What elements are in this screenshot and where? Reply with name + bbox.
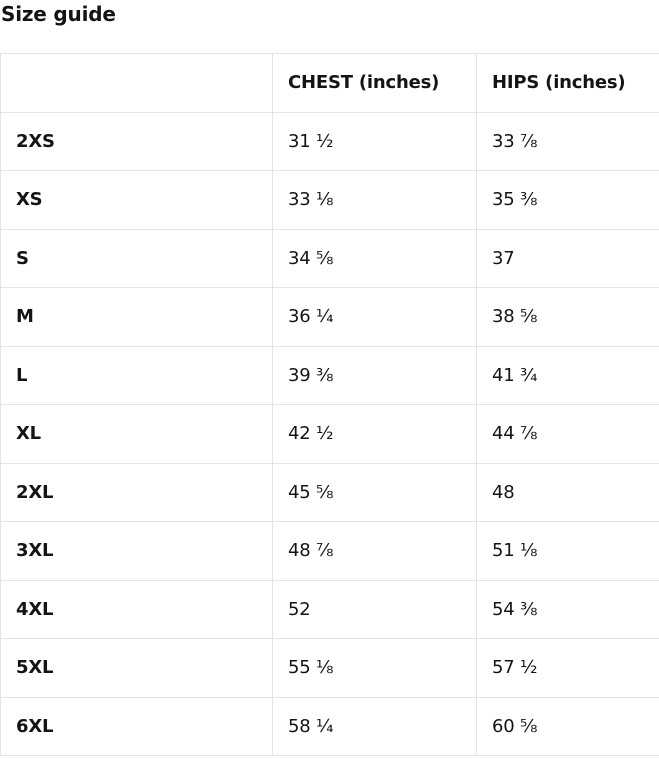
hips-cell: 48	[476, 462, 659, 522]
table-row: 3XL 48 ⅞ 51 ⅛	[0, 521, 659, 581]
column-header-hips: HIPS (inches)	[476, 53, 659, 113]
chest-cell: 58 ¼	[272, 696, 477, 756]
chest-cell: 55 ⅛	[272, 638, 477, 698]
size-cell: 2XL	[0, 462, 273, 522]
column-header-size	[0, 53, 273, 113]
chest-cell: 39 ⅜	[272, 345, 477, 405]
hips-cell: 38 ⅝	[476, 287, 659, 347]
size-cell: 6XL	[0, 696, 273, 756]
size-cell: 4XL	[0, 579, 273, 639]
hips-cell: 33 ⅞	[476, 111, 659, 171]
table-row: XS 33 ⅛ 35 ⅜	[0, 170, 659, 230]
table-row: 5XL 55 ⅛ 57 ½	[0, 638, 659, 698]
size-cell: M	[0, 287, 273, 347]
hips-cell: 41 ¾	[476, 345, 659, 405]
size-cell: XL	[0, 404, 273, 464]
table-row: M 36 ¼ 38 ⅝	[0, 287, 659, 347]
size-cell: 2XS	[0, 111, 273, 171]
table-row: 4XL 52 54 ⅜	[0, 579, 659, 639]
size-cell: S	[0, 228, 273, 288]
table-header: CHEST (inches) HIPS (inches)	[0, 53, 659, 113]
hips-cell: 51 ⅛	[476, 521, 659, 581]
chest-cell: 52	[272, 579, 477, 639]
table-row: 6XL 58 ¼ 60 ⅝	[0, 696, 659, 756]
table-row: S 34 ⅝ 37	[0, 228, 659, 288]
hips-cell: 57 ½	[476, 638, 659, 698]
chest-cell: 48 ⅞	[272, 521, 477, 581]
table-row: XL 42 ½ 44 ⅞	[0, 404, 659, 464]
column-header-chest: CHEST (inches)	[272, 53, 477, 113]
hips-cell: 35 ⅜	[476, 170, 659, 230]
size-guide-table: CHEST (inches) HIPS (inches) 2XS 31 ½ 33 ⅞…	[0, 53, 659, 756]
hips-cell: 54 ⅜	[476, 579, 659, 639]
hips-cell: 44 ⅞	[476, 404, 659, 464]
size-cell: 5XL	[0, 638, 273, 698]
size-table-body: 2XS 31 ½ 33 ⅞ XS 33 ⅛ 35 ⅜ S 34 ⅝ 37 M 36 ¼ 38 ⅝ L 39…	[0, 111, 659, 756]
header-row: CHEST (inches) HIPS (inches)	[0, 53, 659, 113]
chest-cell: 36 ¼	[272, 287, 477, 347]
chest-cell: 42 ½	[272, 404, 477, 464]
hips-cell: 37	[476, 228, 659, 288]
size-cell: 3XL	[0, 521, 273, 581]
page-title: Size guide	[1, 2, 116, 26]
chest-cell: 31 ½	[272, 111, 477, 171]
hips-cell: 60 ⅝	[476, 696, 659, 756]
table-row: L 39 ⅜ 41 ¾	[0, 345, 659, 405]
size-cell: XS	[0, 170, 273, 230]
table-row: 2XS 31 ½ 33 ⅞	[0, 111, 659, 171]
chest-cell: 45 ⅝	[272, 462, 477, 522]
table-row: 2XL 45 ⅝ 48	[0, 462, 659, 522]
chest-cell: 34 ⅝	[272, 228, 477, 288]
size-cell: L	[0, 345, 273, 405]
chest-cell: 33 ⅛	[272, 170, 477, 230]
